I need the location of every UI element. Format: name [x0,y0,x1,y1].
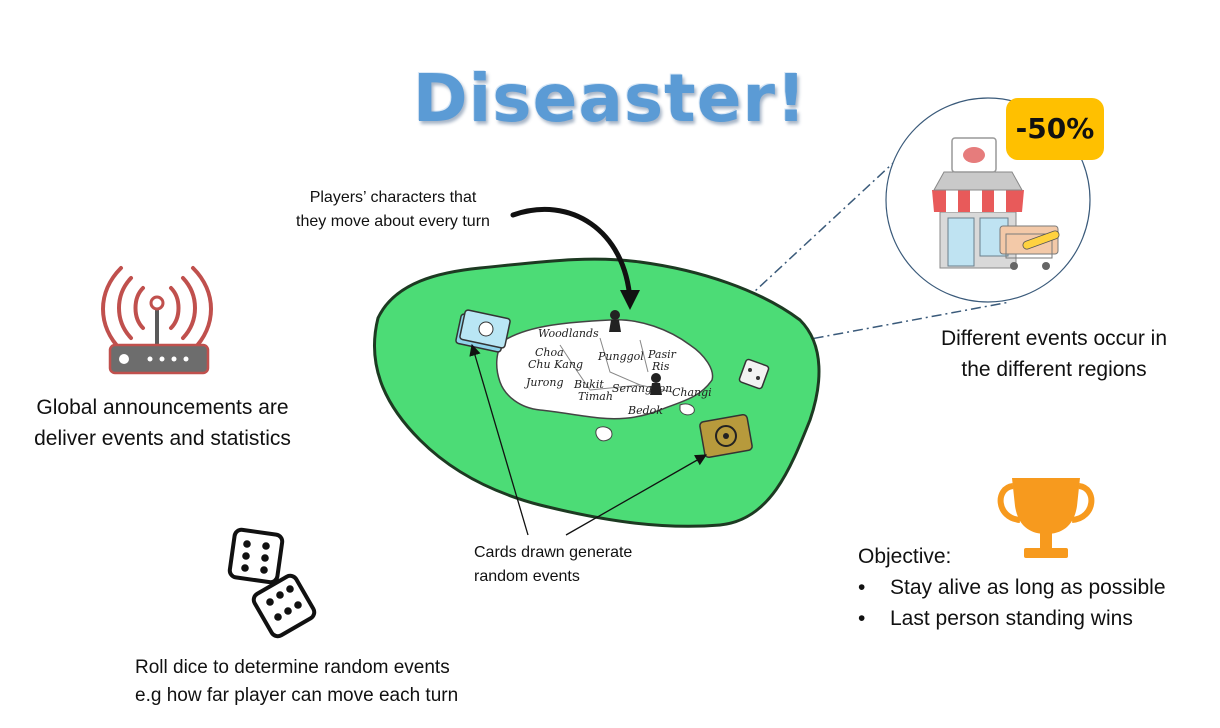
list-item: Stay alive as long as possible [858,572,1208,603]
announcements-caption: Global announcements are deliver events … [0,392,325,454]
map-label: Serangoon [612,382,672,395]
caption-line: they move about every turn [296,213,490,230]
dice-icon [738,358,770,390]
caption-line: Different events occur in [940,327,1168,350]
caption-line: deliver events and statistics [34,427,291,450]
antenna-icon [101,266,213,352]
region-leader-lines [671,151,1011,369]
map-label: Woodlands [538,327,599,340]
curved-arrow [510,207,633,303]
card-icon [699,413,753,459]
map-label: Punggol [597,350,644,363]
objective-list: Stay alive as long as possible Last pers… [858,572,1208,634]
card-arrow [565,454,708,536]
page-title: Diseaster! [412,60,808,137]
discount-badge: -50% [1006,98,1104,160]
map-label: Pasir [647,348,677,361]
map-labels: Woodlands Choa Chu Kang Punggol Pasir Ri… [524,327,712,417]
player-pawn-icon [650,373,662,395]
trophy-icon [997,478,1095,558]
caption-line: Roll dice to determine random events [135,657,450,678]
characters-caption: Players’ characters that they move about… [262,186,524,234]
regions-caption: Different events occur in the different … [908,323,1200,385]
card-icon [455,309,511,353]
list-item: Last person standing wins [858,603,1208,634]
cards-caption: Cards drawn generate random events [474,541,694,589]
dice-icon [251,573,317,639]
map-label: Bukit [573,378,604,391]
objective-block: Objective: Stay alive as long as possibl… [858,541,1208,634]
objective-heading: Objective: [858,545,952,568]
map-label: Bedok [627,404,663,417]
caption-line: Players’ characters that [309,189,477,206]
map-label: Ris [651,360,670,373]
map-label: Choa [535,346,564,359]
caption-line: Global announcements are [36,396,289,419]
dice-caption: Roll dice to determine random events e.g… [135,654,535,710]
caption-line: random events [474,568,580,585]
map-label: Timah [578,390,613,403]
caption-line: the different regions [961,358,1147,381]
map-label: Changi [672,386,712,399]
dice-icon [227,527,285,585]
map-label: Jurong [524,376,564,389]
player-pawn-icon [609,310,621,332]
card-arrow [469,343,529,536]
map-label: Chu Kang [528,358,583,371]
caption-line: Cards drawn generate [474,544,633,561]
curved-arrow-head [620,290,640,310]
caption-line: e.g how far player can move each turn [135,685,459,706]
